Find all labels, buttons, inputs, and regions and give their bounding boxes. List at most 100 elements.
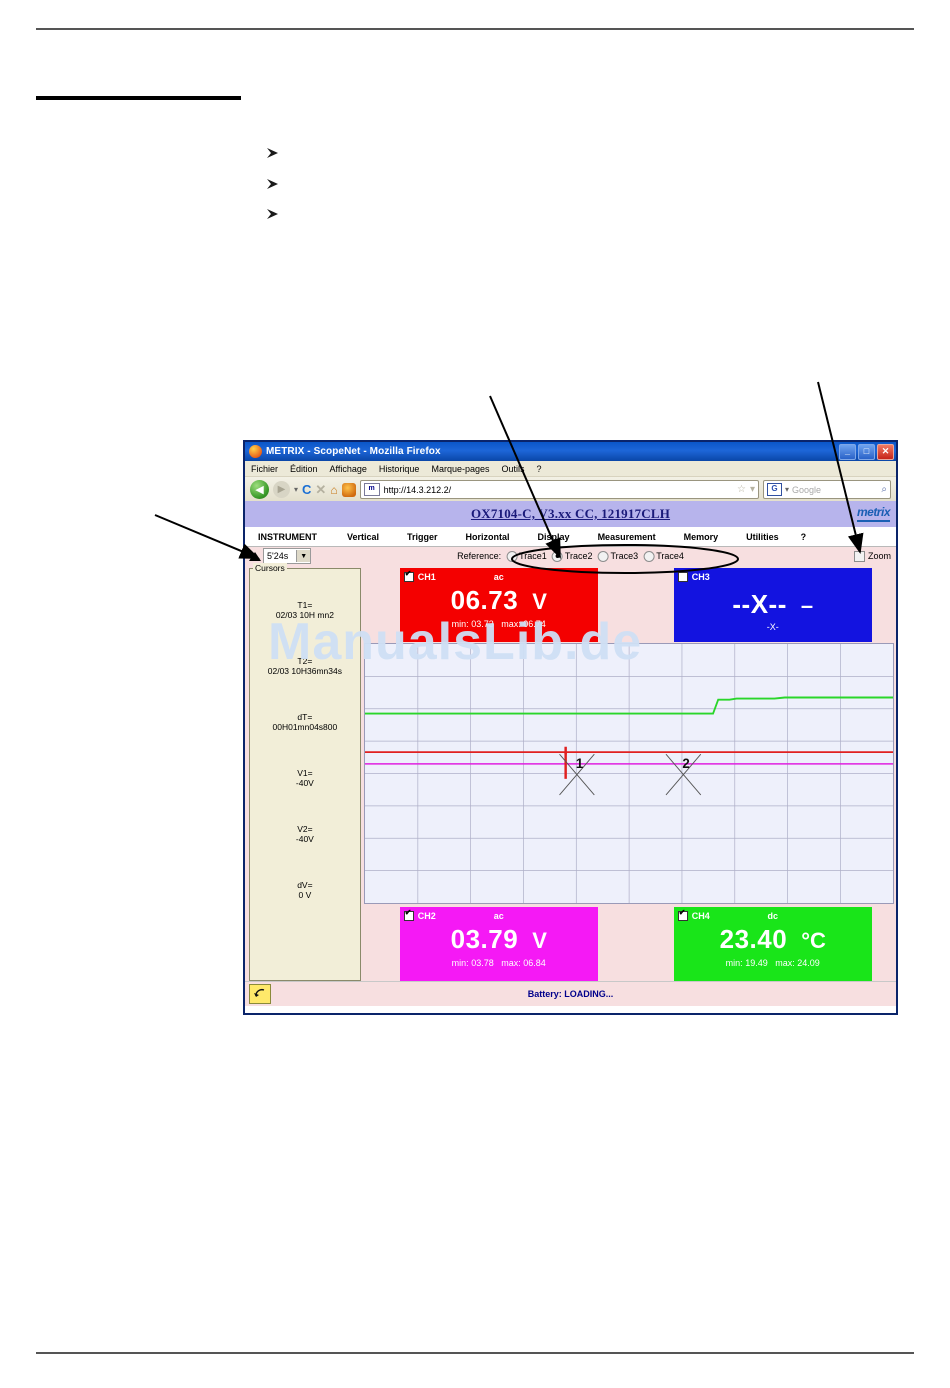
- measurement-value-row: 06.73 V: [400, 585, 598, 616]
- forward-button-icon[interactable]: ▶: [273, 481, 290, 498]
- radio-icon[interactable]: [643, 550, 655, 562]
- menu-vertical[interactable]: Vertical: [347, 531, 380, 542]
- checkbox-icon[interactable]: [677, 908, 688, 921]
- reference-option-trace1[interactable]: Trace1: [506, 550, 547, 562]
- scope-area: CH1 ac 06.73 V min: 03.73 max: 06.: [363, 568, 894, 981]
- min-value: -X-: [766, 622, 779, 632]
- checkbox-icon[interactable]: [853, 550, 865, 562]
- measurement-header: CH3: [674, 568, 872, 583]
- zoom-label: Zoom: [867, 551, 891, 561]
- min-value: 19.49: [745, 958, 768, 968]
- zoom-checkbox-wrapper[interactable]: Zoom: [853, 550, 891, 562]
- reference-option-label: Trace2: [564, 551, 593, 561]
- measurement-panel-ch1[interactable]: CH1 ac 06.73 V min: 03.73 max: 06.: [399, 568, 598, 642]
- grid-lines: [364, 644, 893, 903]
- time-range-select[interactable]: 5'24s ▼: [263, 548, 312, 564]
- cursor-t2-key: T2=: [297, 655, 313, 666]
- return-arrow-button[interactable]: [249, 984, 271, 1004]
- page-bottom-rule: [36, 1352, 914, 1354]
- measurement-value-row: 23.40 °C: [674, 924, 872, 955]
- menu-help[interactable]: ?: [800, 531, 807, 542]
- scope-graph[interactable]: 1 2: [363, 643, 894, 904]
- cursor-v1-key: V1=: [297, 767, 313, 778]
- close-button-icon[interactable]: ✕: [877, 443, 894, 460]
- menu-horizontal[interactable]: Horizontal: [465, 531, 510, 542]
- menu-trigger[interactable]: Trigger: [407, 531, 438, 542]
- search-icon[interactable]: ⌕: [881, 484, 887, 495]
- menu-help[interactable]: ?: [536, 463, 542, 474]
- chevron-down-icon[interactable]: ▾: [785, 485, 790, 494]
- menu-memory[interactable]: Memory: [683, 531, 719, 542]
- reload-icon[interactable]: C: [302, 482, 312, 497]
- chevron-down-icon[interactable]: ▾: [294, 485, 299, 494]
- bookmark-star-icon[interactable]: ☆: [737, 484, 746, 495]
- radio-icon[interactable]: [506, 550, 518, 562]
- measurement-minmax: -X-: [674, 622, 872, 632]
- menu-measurement[interactable]: Measurement: [597, 531, 656, 542]
- measurement-unit: °C: [801, 928, 826, 953]
- cursor-cross-1: [558, 753, 595, 796]
- title-bar: METRIX - ScopeNet - Mozilla Firefox _ □ …: [245, 442, 896, 461]
- measurement-value: 03.79: [450, 924, 519, 954]
- scope-graph-svg: 1 2: [364, 644, 893, 903]
- battery-status-text: Battery: LOADING...: [527, 989, 614, 999]
- radio-icon-selected[interactable]: [551, 550, 563, 562]
- maximize-button-icon[interactable]: □: [858, 443, 875, 460]
- site-identity-icon: m: [363, 483, 380, 496]
- chevron-down-icon[interactable]: ▾: [749, 484, 755, 495]
- cursor-marker-label-1: 1: [576, 756, 584, 771]
- reference-option-label: Trace3: [610, 551, 639, 561]
- navigation-toolbar: ◀ ▶ ▾ C ✕ ⌂ m http://14.3.212.2/ ☆ ▾ G ▾…: [245, 477, 896, 503]
- status-bar: Battery: LOADING...: [245, 981, 896, 1006]
- menu-edition[interactable]: Édition: [290, 463, 318, 474]
- home-icon[interactable]: ⌂: [330, 482, 338, 497]
- chevron-down-icon[interactable]: ▼: [296, 550, 311, 562]
- max-value: 06.84: [523, 958, 546, 968]
- menu-fichier[interactable]: Fichier: [251, 463, 279, 474]
- back-button-icon[interactable]: ◀: [250, 480, 269, 499]
- checkbox-icon[interactable]: [403, 569, 414, 582]
- max-label: max:: [501, 958, 521, 968]
- menu-affichage[interactable]: Affichage: [329, 463, 367, 474]
- bookmark-bird-icon[interactable]: [341, 482, 356, 497]
- cursors-panel: Cursors T1= 02/03 10H mn2 T2= 02/03 10H3…: [249, 563, 361, 981]
- search-input[interactable]: Google: [792, 484, 822, 495]
- reference-option-label: Trace1: [519, 551, 547, 561]
- reference-option-trace4[interactable]: Trace4: [643, 550, 684, 562]
- measurement-panel-ch4[interactable]: CH4 dc 23.40 °C min: 19.49 max: 24: [673, 907, 872, 981]
- cursor-v2-key: V2=: [297, 823, 313, 834]
- channel-label: CH4: [691, 910, 710, 921]
- cursor-cross-2: [665, 753, 701, 796]
- menu-historique[interactable]: Historique: [378, 463, 420, 474]
- stop-icon[interactable]: ✕: [315, 481, 327, 497]
- channel-label: CH3: [691, 571, 710, 582]
- scroll-left-arrow-icon[interactable]: [249, 551, 261, 561]
- reference-option-trace2[interactable]: Trace2: [551, 550, 593, 562]
- max-value: 24.09: [797, 958, 820, 968]
- menu-display[interactable]: Display: [537, 531, 570, 542]
- menu-outils[interactable]: Outils: [501, 463, 525, 474]
- url-bar[interactable]: m http://14.3.212.2/ ☆ ▾: [359, 480, 759, 499]
- app-body: Cursors T1= 02/03 10H mn2 T2= 02/03 10H3…: [245, 563, 896, 981]
- radio-icon[interactable]: [597, 550, 609, 562]
- menu-instrument[interactable]: INSTRUMENT: [258, 531, 317, 542]
- measurement-header: CH2 ac: [400, 907, 598, 922]
- checkbox-icon[interactable]: [403, 908, 414, 921]
- coupling-label: ac: [493, 571, 504, 582]
- reference-option-trace3[interactable]: Trace3: [597, 550, 639, 562]
- firefox-icon: [249, 445, 262, 458]
- max-value: 06.74: [523, 619, 546, 629]
- cursor-dv-value: 0 V: [298, 889, 312, 900]
- measurement-panel-ch2[interactable]: CH2 ac 03.79 V min: 03.78 max: 06.: [399, 907, 598, 981]
- measurement-value-row: --X-- –: [674, 589, 872, 620]
- checkbox-icon[interactable]: [677, 571, 688, 582]
- return-arrow-icon: [254, 988, 265, 997]
- search-bar[interactable]: G ▾ Google ⌕: [763, 480, 891, 499]
- menu-utilities[interactable]: Utilities: [746, 531, 779, 542]
- cursor-t1-value: 02/03 10H mn2: [275, 609, 334, 620]
- minimize-button-icon[interactable]: _: [839, 443, 856, 460]
- scopenet-app: OX7104-C, V3.xx CC, 121917CLH metrix INS…: [245, 501, 896, 1013]
- measurement-panel-ch3[interactable]: CH3 --X-- – -X-: [673, 568, 872, 642]
- min-label: min:: [451, 619, 469, 629]
- menu-marque-pages[interactable]: Marque-pages: [431, 463, 490, 474]
